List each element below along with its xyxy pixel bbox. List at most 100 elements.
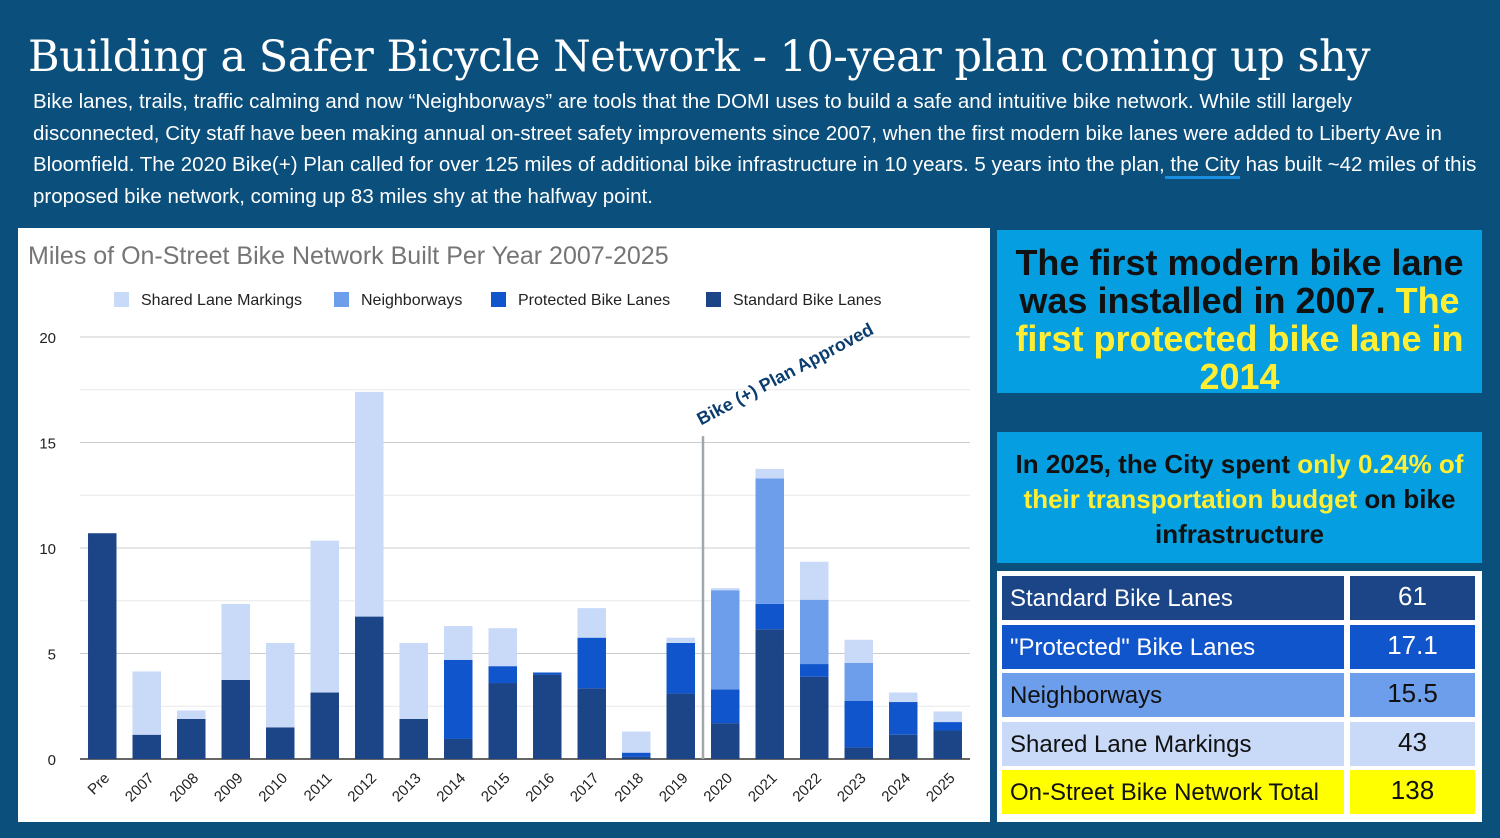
x-tick-label: 2025 <box>923 770 959 806</box>
row-label: Neighborways <box>1002 673 1344 717</box>
bar-protected-bike-lanes <box>800 664 829 677</box>
y-tick-label: 15 <box>39 436 56 453</box>
x-tick-label: 2011 <box>301 770 336 805</box>
bar-standard-bike-lanes <box>177 718 206 759</box>
row-label: "Protected" Bike Lanes <box>1002 624 1344 669</box>
bar-neighborways <box>800 599 829 665</box>
legend-label: Neighborways <box>361 292 462 309</box>
x-tick-label: 2021 <box>745 770 781 806</box>
x-tick-label: 2008 <box>166 770 202 806</box>
bar-standard-bike-lanes <box>844 747 873 759</box>
bar-standard-bike-lanes <box>399 718 428 759</box>
bar-chart: Miles of On-Street Bike Network Built Pe… <box>18 228 990 822</box>
bar-shared-lane-markings <box>221 603 250 680</box>
bar-shared-lane-markings <box>132 671 161 735</box>
legend-swatch <box>706 292 721 307</box>
x-tick-label: 2022 <box>789 770 825 806</box>
bar-shared-lane-markings <box>666 637 695 643</box>
bar-shared-lane-markings <box>266 642 295 728</box>
bar-protected-bike-lanes <box>622 752 651 757</box>
x-tick-label: 2015 <box>478 770 514 806</box>
x-tick-label: 2016 <box>522 770 558 806</box>
bar-shared-lane-markings <box>355 391 384 617</box>
bar-neighborways <box>755 478 784 604</box>
row-label: On-Street Bike Network Total <box>1002 770 1344 814</box>
bar-standard-bike-lanes <box>622 756 651 759</box>
first-bike-lane-callout: The first modern bike lane was installed… <box>997 230 1482 396</box>
bar-shared-lane-markings <box>577 608 606 638</box>
bar-standard-bike-lanes <box>800 676 829 759</box>
bar-shared-lane-markings <box>488 628 517 667</box>
bar-protected-bike-lanes <box>488 666 517 684</box>
bar-standard-bike-lanes <box>933 730 962 759</box>
bar-shared-lane-markings <box>844 639 873 663</box>
x-tick-label: 2017 <box>567 770 603 806</box>
bar-protected-bike-lanes <box>933 722 962 731</box>
bar-shared-lane-markings <box>622 731 651 753</box>
bar-shared-lane-markings <box>399 642 428 719</box>
x-tick-label: 2020 <box>700 770 736 806</box>
legend-label: Standard Bike Lanes <box>733 292 882 309</box>
bar-protected-bike-lanes <box>444 659 473 739</box>
table-row-total: On-Street Bike Network Total 138 <box>1002 770 1477 814</box>
bar-protected-bike-lanes <box>755 603 784 630</box>
bar-neighborways <box>844 662 873 701</box>
bar-shared-lane-markings <box>310 540 339 693</box>
bar-protected-bike-lanes <box>577 637 606 689</box>
table-row: "Protected" Bike Lanes 17.1 <box>1002 624 1477 669</box>
bar-protected-bike-lanes <box>844 700 873 748</box>
bar-shared-lane-markings <box>933 711 962 723</box>
bar-standard-bike-lanes <box>132 734 161 759</box>
x-tick-label: 2007 <box>122 770 158 806</box>
table-row: Shared Lane Markings 43 <box>1002 721 1477 766</box>
bar-standard-bike-lanes <box>666 693 695 759</box>
bar-standard-bike-lanes <box>755 629 784 759</box>
x-tick-label: 2014 <box>433 770 469 806</box>
chart-bars <box>88 391 962 759</box>
callout-yellow-text: The first protected bike lane in 2014 <box>1015 280 1464 397</box>
y-tick-label: 10 <box>39 541 56 558</box>
chart-svg: Miles of On-Street Bike Network Built Pe… <box>28 242 970 806</box>
intro-paragraph: Bike lanes, trails, traffic calming and … <box>33 86 1483 212</box>
x-tick-label: 2013 <box>389 770 425 806</box>
the-city-link[interactable]: the City <box>1164 153 1240 179</box>
bar-shared-lane-markings <box>711 588 740 591</box>
bar-shared-lane-markings <box>889 692 918 703</box>
bar-shared-lane-markings <box>444 626 473 660</box>
y-tick-label: 0 <box>48 752 56 769</box>
row-label: Shared Lane Markings <box>1002 721 1344 766</box>
x-tick-label: 2012 <box>344 770 380 806</box>
row-value: 43 <box>1350 721 1475 766</box>
row-value: 138 <box>1350 770 1475 814</box>
bar-standard-bike-lanes <box>444 738 473 759</box>
row-value: 61 <box>1350 576 1475 620</box>
page-title: Building a Safer Bicycle Network - 10-ye… <box>28 32 1371 82</box>
bar-shared-lane-markings <box>800 561 829 600</box>
chart-legend: Shared Lane Markings Neighborways Protecte… <box>114 292 882 309</box>
legend-swatch <box>114 292 129 307</box>
x-tick-label: 2024 <box>878 770 914 806</box>
row-label: Standard Bike Lanes <box>1002 576 1344 620</box>
budget-highlight: only 0.24% of their transportation budge… <box>1023 449 1464 514</box>
totals-table: Standard Bike Lanes 61 "Protected" Bike L… <box>997 571 1482 822</box>
row-value: 17.1 <box>1350 624 1475 669</box>
bar-standard-bike-lanes <box>711 723 740 759</box>
x-tick-label: 2023 <box>834 770 870 806</box>
legend-label: Protected Bike Lanes <box>518 292 670 309</box>
bar-standard-bike-lanes <box>88 533 117 759</box>
table-row: Standard Bike Lanes 61 <box>1002 576 1477 620</box>
bar-standard-bike-lanes <box>533 674 562 759</box>
x-axis-labels: Pre 2007 2008 2009 2010 2011 2012 2013 2014 2015 2… <box>85 770 959 806</box>
bar-standard-bike-lanes <box>266 727 295 759</box>
y-tick-label: 5 <box>48 647 56 664</box>
bar-protected-bike-lanes <box>533 672 562 675</box>
bar-standard-bike-lanes <box>221 679 250 759</box>
legend-label: Shared Lane Markings <box>141 292 302 309</box>
bar-shared-lane-markings <box>755 468 784 479</box>
x-tick-label: 2009 <box>211 770 247 806</box>
row-value: 15.5 <box>1350 673 1475 717</box>
bar-standard-bike-lanes <box>577 688 606 759</box>
bar-standard-bike-lanes <box>310 692 339 759</box>
bar-protected-bike-lanes <box>711 689 740 724</box>
intro-text-end: has built ~42 miles of this proposed bik… <box>33 153 1477 208</box>
